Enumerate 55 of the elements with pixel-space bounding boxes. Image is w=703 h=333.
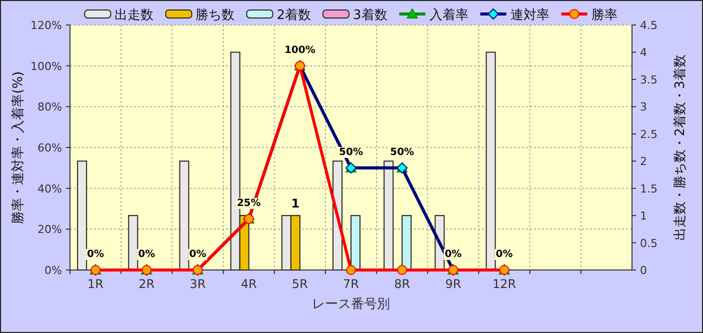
point (346, 265, 356, 275)
x-tick-label: 9R (445, 277, 462, 291)
legend-label: 3着数 (353, 7, 388, 23)
x-tick-label: 1R (88, 277, 104, 291)
x-tick-label: 5R (292, 277, 308, 291)
x-tick-label: 7R (343, 277, 359, 291)
x-tick-label: 12R (492, 277, 516, 291)
y2-tick-label: 1 (640, 210, 647, 223)
x-tick-label: 2R (138, 277, 155, 291)
x-tick-label: 3R (190, 277, 206, 291)
y2-tick-label: 4 (640, 46, 647, 60)
bar (77, 160, 88, 270)
data-label: 50% (390, 146, 414, 158)
legend-label: 連対率 (510, 7, 550, 23)
y-axis-title: 勝率・連対率・入着率(%) (10, 71, 26, 224)
data-label: 0% (444, 249, 462, 260)
data-label: 0% (496, 249, 513, 260)
y2-tick-label: 3 (640, 100, 647, 114)
y2-tick-label: 0 (640, 264, 647, 277)
legend-label: 入着率 (429, 7, 468, 23)
x-tick-label: 8R (394, 277, 410, 291)
y2-tick-label: 1.5 (640, 182, 658, 196)
y2-tick-label: 0.5 (640, 236, 658, 250)
legend-label: 出走数 (114, 8, 154, 23)
data-label: 100% (284, 44, 316, 56)
y-tick-label: 0% (44, 264, 62, 277)
legend-label: 勝ち数 (196, 8, 235, 23)
legend-label: 勝率 (591, 7, 618, 23)
bar (350, 215, 360, 270)
x-tick-label: 4R (240, 277, 257, 291)
y-tick-label: 40% (38, 182, 62, 196)
data-label: 50% (339, 146, 363, 158)
legend-label: 2着数 (276, 7, 311, 23)
bar (486, 52, 496, 270)
bar (402, 215, 412, 270)
y-tick-label: 100% (30, 60, 62, 73)
bar (179, 160, 190, 270)
y2-axis-title: 出走数・勝ち数・2着数・3着数 (672, 54, 688, 240)
y-tick-label: 20% (38, 223, 62, 236)
y-tick-label: 80% (38, 100, 62, 114)
point (397, 265, 408, 275)
bar (128, 215, 138, 270)
y2-tick-label: 2.5 (640, 128, 658, 141)
y-tick-label: 120% (30, 19, 62, 32)
data-label: 0% (189, 249, 206, 260)
y2-tick-label: 2 (640, 155, 647, 168)
data-label: 1 (291, 196, 300, 211)
y2-tick-label: 4.5 (640, 19, 658, 32)
y2-tick-label: 3.5 (640, 73, 658, 86)
x-axis-title: レース番号別 (312, 297, 390, 312)
bar (384, 160, 394, 270)
data-label: 0% (87, 249, 104, 260)
data-label: 25% (236, 198, 261, 209)
data-label: 0% (138, 249, 156, 260)
y-tick-label: 60% (38, 142, 62, 154)
